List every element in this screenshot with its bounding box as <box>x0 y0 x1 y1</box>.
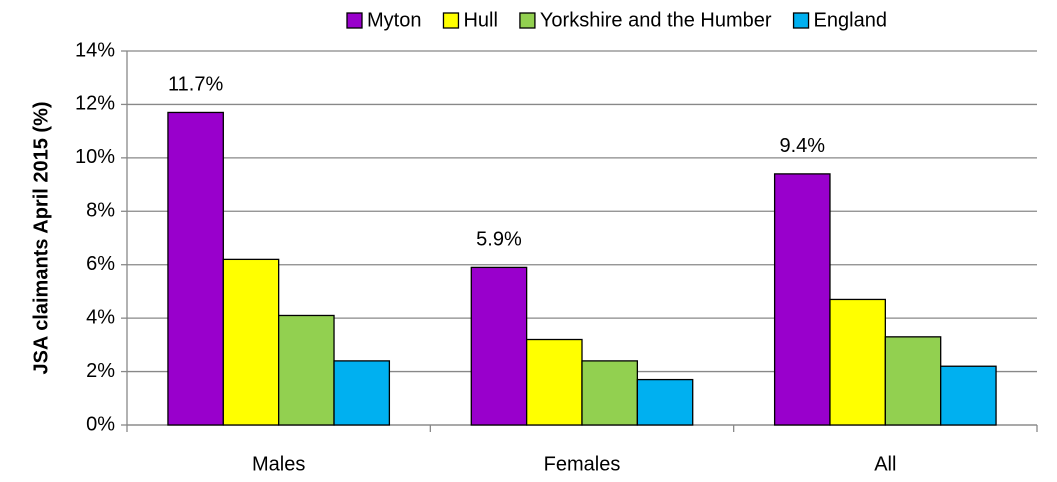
bar <box>222 258 280 426</box>
legend-swatch <box>792 12 810 29</box>
data-label: 9.4% <box>779 135 825 157</box>
y-tick-label: 10% <box>75 146 115 168</box>
y-axis-label: JSA claimants April 2015 (%) <box>30 101 52 374</box>
legend-swatch <box>346 12 363 29</box>
y-tick-label: 14% <box>75 39 115 61</box>
legend-label: Yorkshire and the Humber <box>540 9 772 31</box>
bar <box>884 336 942 426</box>
bar <box>636 378 694 426</box>
data-label: 11.7% <box>168 74 223 96</box>
y-tick-label: 6% <box>86 253 115 275</box>
legend-swatch <box>442 12 460 29</box>
bar <box>278 314 335 426</box>
legend-swatch <box>519 12 536 29</box>
bar <box>829 298 886 426</box>
y-tick-label: 12% <box>75 93 115 115</box>
x-tick-label: Males <box>252 453 305 475</box>
legend-label: Hull <box>463 9 497 31</box>
y-tick-label: 4% <box>86 306 115 328</box>
x-tick-label: Females <box>544 453 621 475</box>
y-tick-label: 2% <box>86 360 115 382</box>
bar <box>333 360 391 426</box>
y-tick-label: 8% <box>86 200 115 222</box>
bar <box>581 360 639 426</box>
y-tick-label: 0% <box>86 413 115 435</box>
x-tick-label: All <box>874 453 896 475</box>
bar <box>773 173 831 426</box>
legend-label: England <box>814 9 887 31</box>
bar <box>940 365 997 426</box>
bar <box>525 338 583 426</box>
bar <box>470 266 528 426</box>
legend-label: Myton <box>367 9 421 31</box>
bar <box>167 111 224 426</box>
data-label: 5.9% <box>476 229 522 251</box>
